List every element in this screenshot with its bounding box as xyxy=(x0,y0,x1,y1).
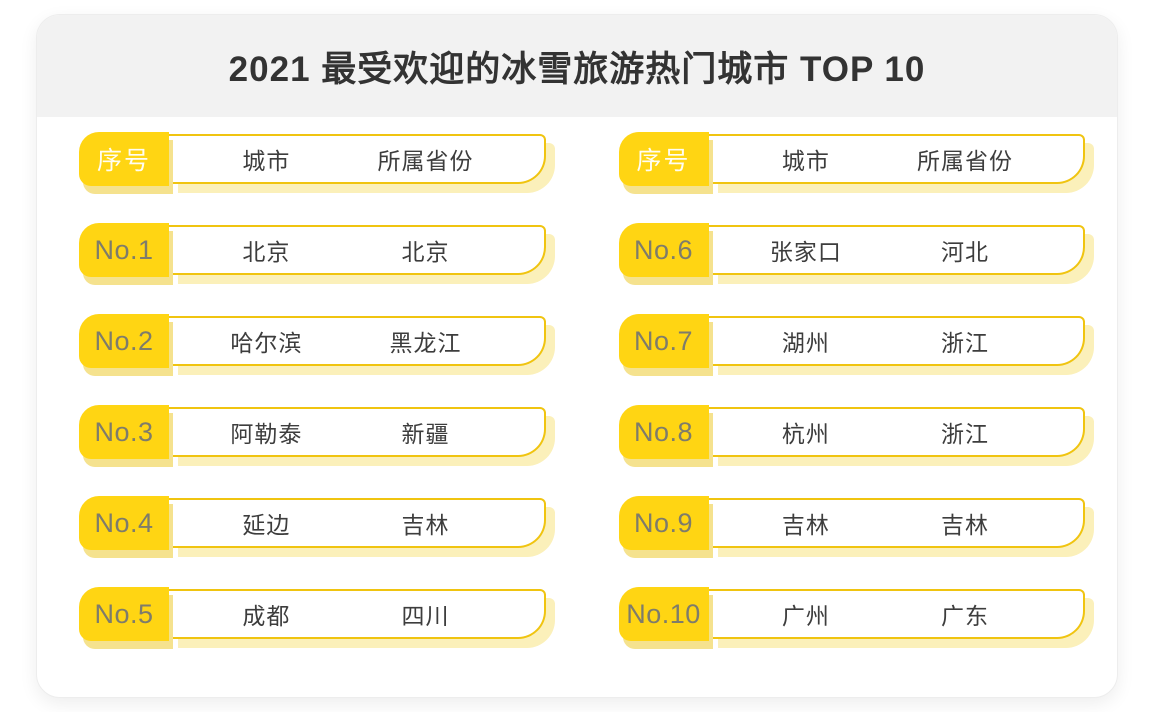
table-row: No.9 吉林 吉林 xyxy=(618,496,1085,550)
city-cell: 吉林 xyxy=(781,512,830,538)
row-pill: 湖州 浙江 xyxy=(708,316,1085,366)
table-row: No.6 张家口 河北 xyxy=(618,223,1085,277)
table-row: No.8 杭州 浙江 xyxy=(618,405,1085,459)
title-band: 2021 最受欢迎的冰雪旅游热门城市 TOP 10 xyxy=(37,15,1117,117)
province-cell: 浙江 xyxy=(941,330,990,356)
rank-label: No.9 xyxy=(633,507,694,538)
province-cell: 新疆 xyxy=(401,421,450,447)
column-header-row: 序号 城市 所属省份 xyxy=(618,132,1085,186)
infographic-card: 2021 最受欢迎的冰雪旅游热门城市 TOP 10 序号 城市 所属省份 No.… xyxy=(36,14,1118,698)
rank-badge: No.2 xyxy=(79,314,169,368)
header-pill: 城市 所属省份 xyxy=(169,134,546,184)
table-column-left: 序号 城市 所属省份 No.1 北京 北京 No.2 xyxy=(79,132,546,641)
table-row: No.5 成都 四川 xyxy=(79,587,546,641)
rank-label: No.6 xyxy=(633,234,694,265)
rank-header-label: 序号 xyxy=(96,147,151,175)
rank-label: No.2 xyxy=(94,325,154,356)
page-title: 2021 最受欢迎的冰雪旅游热门城市 TOP 10 xyxy=(228,49,926,89)
province-cell: 北京 xyxy=(401,239,450,265)
city-header-label: 城市 xyxy=(781,148,830,174)
row-pill: 广州 广东 xyxy=(708,589,1085,639)
table-row: No.10 广州 广东 xyxy=(618,587,1085,641)
rank-label: No.3 xyxy=(94,416,154,447)
province-cell: 四川 xyxy=(401,603,450,629)
province-cell: 吉林 xyxy=(941,512,990,538)
rank-badge: No.6 xyxy=(618,223,709,277)
rank-badge: No.10 xyxy=(618,587,709,641)
table-row: No.3 阿勒泰 新疆 xyxy=(79,405,546,459)
row-pill: 阿勒泰 新疆 xyxy=(169,407,546,457)
city-cell: 延边 xyxy=(242,512,291,538)
rank-badge: No.8 xyxy=(618,405,709,459)
rank-badge: No.9 xyxy=(618,496,709,550)
row-pill: 吉林 吉林 xyxy=(708,498,1085,548)
city-header-label: 城市 xyxy=(242,148,291,174)
rank-header-badge: 序号 xyxy=(618,132,709,186)
rank-label: No.5 xyxy=(94,598,154,629)
province-cell: 黑龙江 xyxy=(389,330,462,356)
row-pill: 延边 吉林 xyxy=(169,498,546,548)
table-row: No.4 延边 吉林 xyxy=(79,496,546,550)
city-cell: 张家口 xyxy=(769,239,842,265)
province-header-label: 所属省份 xyxy=(917,148,1014,174)
table-row: No.2 哈尔滨 黑龙江 xyxy=(79,314,546,368)
rank-badge: No.4 xyxy=(79,496,169,550)
rank-label: No.8 xyxy=(633,416,694,447)
table-row: No.7 湖州 浙江 xyxy=(618,314,1085,368)
province-header-label: 所属省份 xyxy=(377,148,474,174)
city-cell: 广州 xyxy=(781,603,830,629)
rank-label: No.10 xyxy=(626,598,701,629)
rank-badge: No.1 xyxy=(79,223,169,277)
row-pill: 北京 北京 xyxy=(169,225,546,275)
rank-label: No.7 xyxy=(633,325,694,356)
city-cell: 杭州 xyxy=(781,421,830,447)
rank-badge: No.3 xyxy=(79,405,169,459)
table-row: No.1 北京 北京 xyxy=(79,223,546,277)
rank-badge: No.7 xyxy=(618,314,709,368)
rank-header-label: 序号 xyxy=(636,147,691,175)
rank-badge: No.5 xyxy=(79,587,169,641)
province-cell: 浙江 xyxy=(941,421,990,447)
city-cell: 哈尔滨 xyxy=(230,330,303,356)
row-pill: 哈尔滨 黑龙江 xyxy=(169,316,546,366)
city-cell: 北京 xyxy=(242,239,291,265)
rank-label: No.1 xyxy=(94,234,154,265)
province-cell: 河北 xyxy=(941,239,990,265)
column-header-row: 序号 城市 所属省份 xyxy=(79,132,546,186)
row-pill: 杭州 浙江 xyxy=(708,407,1085,457)
city-cell: 阿勒泰 xyxy=(230,421,303,447)
table-column-right: 序号 城市 所属省份 No.6 张家口 河北 No.7 xyxy=(618,132,1085,641)
province-cell: 吉林 xyxy=(401,512,450,538)
header-pill: 城市 所属省份 xyxy=(708,134,1085,184)
city-cell: 成都 xyxy=(242,603,291,629)
rank-label: No.4 xyxy=(94,507,154,538)
rank-header-badge: 序号 xyxy=(79,132,169,186)
row-pill: 张家口 河北 xyxy=(708,225,1085,275)
row-pill: 成都 四川 xyxy=(169,589,546,639)
ranking-table: 序号 城市 所属省份 No.1 北京 北京 No.2 xyxy=(37,117,1117,641)
province-cell: 广东 xyxy=(941,603,990,629)
city-cell: 湖州 xyxy=(781,330,830,356)
